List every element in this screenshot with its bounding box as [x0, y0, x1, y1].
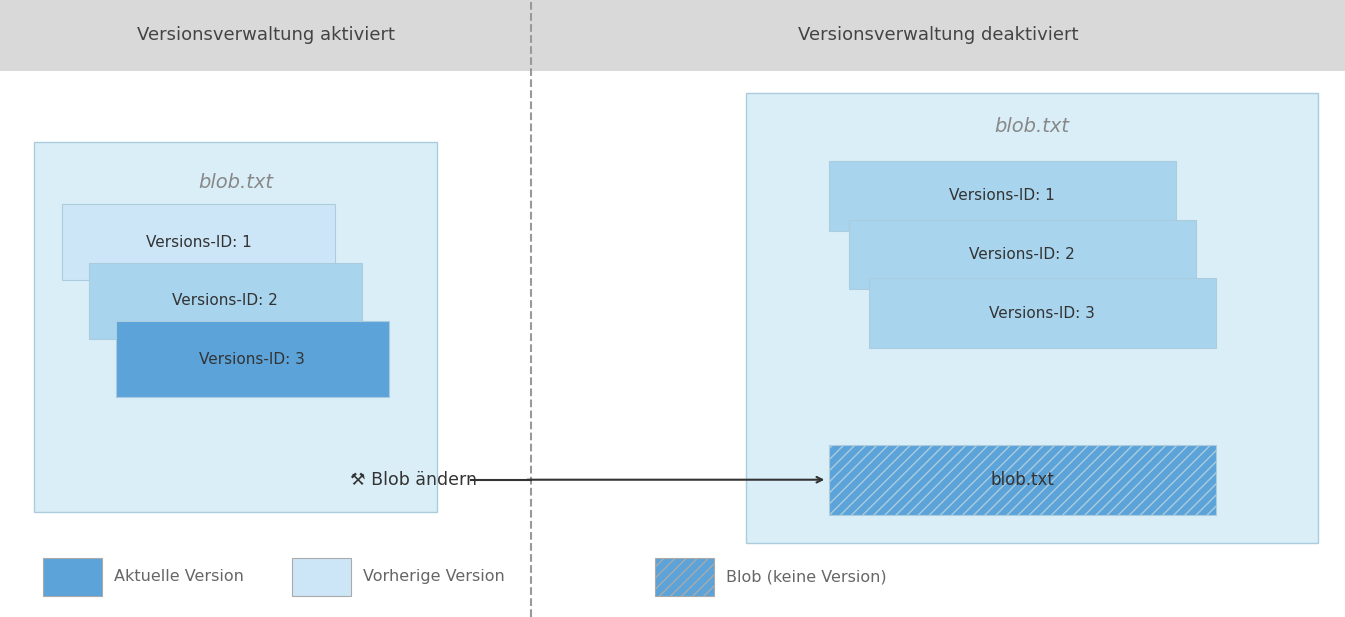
Text: Vorherige Version: Vorherige Version: [363, 569, 504, 584]
FancyBboxPatch shape: [849, 220, 1196, 289]
Text: Versions-ID: 1: Versions-ID: 1: [950, 188, 1054, 204]
Text: Aktuelle Version: Aktuelle Version: [114, 569, 245, 584]
FancyBboxPatch shape: [292, 558, 351, 596]
FancyBboxPatch shape: [62, 204, 335, 280]
Bar: [0, 0, 1345, 71]
FancyBboxPatch shape: [655, 558, 714, 596]
Text: Versionsverwaltung deaktiviert: Versionsverwaltung deaktiviert: [798, 27, 1079, 44]
Text: Versions-ID: 1: Versions-ID: 1: [145, 234, 252, 250]
Text: Versions-ID: 3: Versions-ID: 3: [990, 305, 1095, 321]
FancyBboxPatch shape: [869, 278, 1216, 348]
Text: Versions-ID: 2: Versions-ID: 2: [970, 247, 1075, 262]
Text: blob.txt: blob.txt: [995, 117, 1069, 136]
Text: Versions-ID: 3: Versions-ID: 3: [199, 352, 305, 367]
Text: Blob (keine Version): Blob (keine Version): [726, 569, 886, 584]
Text: ⚒ Blob ändern: ⚒ Blob ändern: [351, 471, 477, 489]
FancyBboxPatch shape: [829, 445, 1216, 515]
Bar: [34, 142, 437, 512]
Text: blob.txt: blob.txt: [990, 471, 1054, 489]
Text: blob.txt: blob.txt: [198, 173, 273, 191]
FancyBboxPatch shape: [89, 263, 362, 339]
Text: Versionsverwaltung aktiviert: Versionsverwaltung aktiviert: [137, 27, 394, 44]
Text: Versions-ID: 2: Versions-ID: 2: [172, 293, 278, 308]
FancyBboxPatch shape: [829, 161, 1176, 231]
FancyBboxPatch shape: [43, 558, 102, 596]
Bar: [746, 93, 1318, 543]
FancyBboxPatch shape: [116, 321, 389, 397]
